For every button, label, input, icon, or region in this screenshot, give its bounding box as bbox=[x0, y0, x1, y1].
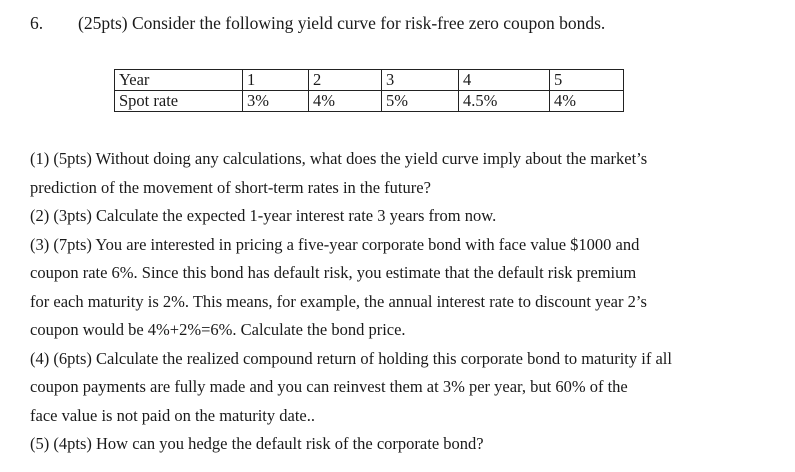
yield-curve-table: Year 1 2 3 4 5 Spot rate 3% 4% 5% 4.5% 4… bbox=[114, 69, 624, 112]
subquestion-2: (2) (3pts) Calculate the expected 1-year… bbox=[30, 202, 780, 231]
subquestion-line: (4) (6pts) Calculate the realized compou… bbox=[30, 348, 672, 368]
subquestion-line: coupon rate 6%. Since this bond has defa… bbox=[30, 263, 637, 282]
year-cell-4: 4 bbox=[458, 69, 550, 91]
subquestion-1: (1) (5pts) Without doing any calculation… bbox=[30, 145, 780, 202]
table-row-spot-rate: Spot rate 3% 4% 5% 4.5% 4% bbox=[114, 90, 624, 112]
subquestion-line: (1) (5pts) Without doing any calculation… bbox=[30, 149, 648, 168]
row-label-spot-rate: Spot rate bbox=[114, 90, 243, 112]
spot-rate-cell-2: 4% bbox=[308, 90, 382, 112]
question-number: 6. bbox=[30, 13, 44, 33]
subquestion-4: (4) (6pts) Calculate the realized compou… bbox=[30, 345, 780, 431]
year-cell-5: 5 bbox=[549, 69, 624, 91]
subquestion-line: (3) (7pts) You are interested in pricing… bbox=[30, 234, 640, 254]
table-row-year: Year 1 2 3 4 5 bbox=[114, 69, 624, 91]
subquestion-line: coupon payments are fully made and you c… bbox=[30, 377, 628, 396]
subquestion-list: (1) (5pts) Without doing any calculation… bbox=[30, 145, 780, 459]
question-intro: (25pts) Consider the following yield cur… bbox=[78, 13, 606, 33]
subquestion-line: (5) (4pts) How can you hedge the default… bbox=[30, 434, 484, 453]
question-heading: 6. (25pts) Consider the following yield c… bbox=[30, 13, 605, 34]
subquestion-3: (3) (7pts) You are interested in pricing… bbox=[30, 231, 780, 345]
year-cell-2: 2 bbox=[308, 69, 382, 91]
subquestion-line: for each maturity is 2%. This means, for… bbox=[30, 291, 647, 311]
year-cell-3: 3 bbox=[381, 69, 459, 91]
subquestion-line: (2) (3pts) Calculate the expected 1-year… bbox=[30, 206, 497, 225]
spot-rate-cell-1: 3% bbox=[242, 90, 309, 112]
spot-rate-cell-4: 4.5% bbox=[458, 90, 550, 112]
spot-rate-cell-5: 4% bbox=[549, 90, 624, 112]
subquestion-line: coupon would be 4%+2%=6%. Calculate the … bbox=[30, 320, 406, 339]
year-cell-1: 1 bbox=[242, 69, 309, 91]
subquestion-5: (5) (4pts) How can you hedge the default… bbox=[30, 430, 780, 459]
subquestion-line: face value is not paid on the maturity d… bbox=[30, 405, 315, 425]
row-label-year: Year bbox=[114, 69, 243, 91]
subquestion-line: prediction of the movement of short-term… bbox=[30, 177, 431, 197]
spot-rate-cell-3: 5% bbox=[381, 90, 459, 112]
